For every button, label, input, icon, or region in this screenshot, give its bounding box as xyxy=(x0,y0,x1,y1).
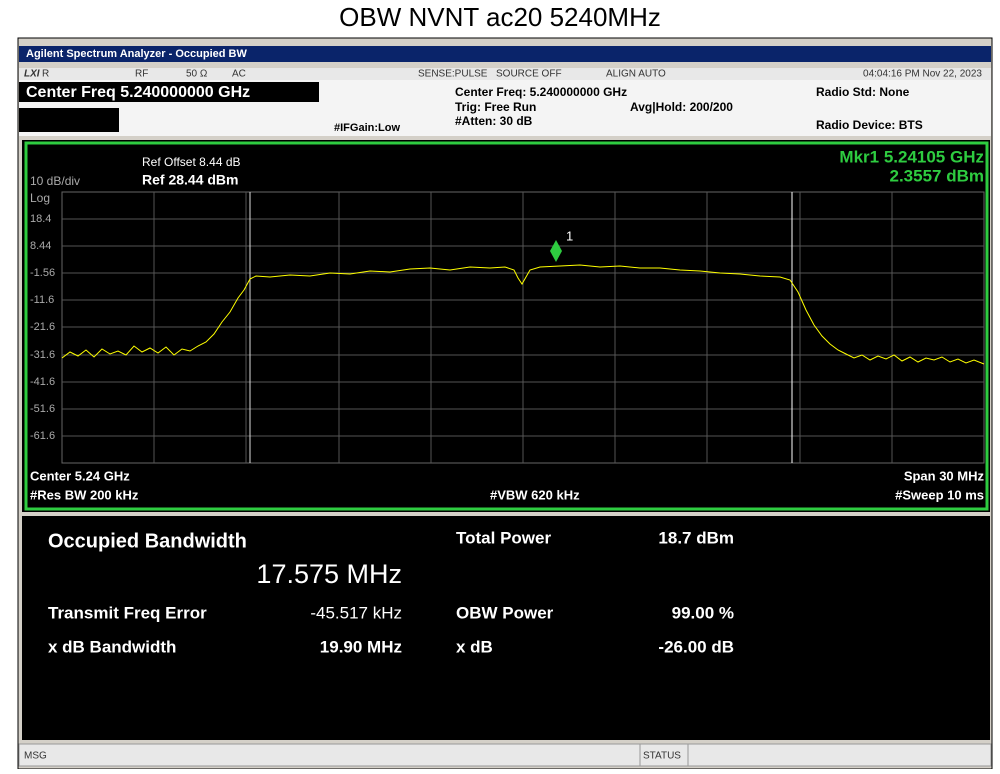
vbw: #VBW 620 kHz xyxy=(490,487,580,502)
avg-hold: Avg|Hold: 200/200 xyxy=(630,100,733,114)
xdb: -26.00 dB xyxy=(658,637,734,656)
center-freq-box xyxy=(19,82,319,102)
title-bar xyxy=(19,46,991,62)
msg: MSG xyxy=(24,751,47,762)
y-label: -1.56 xyxy=(30,267,55,279)
freq-error-label: Transmit Freq Error xyxy=(48,603,207,622)
source: SOURCE OFF xyxy=(496,69,562,80)
align: ALIGN AUTO xyxy=(606,69,666,80)
xdb-bw: 19.90 MHz xyxy=(320,637,402,656)
rf: RF xyxy=(135,69,148,80)
total-power-label: Total Power xyxy=(456,528,551,547)
center: Center 5.24 GHz xyxy=(30,468,130,483)
trace xyxy=(61,264,985,365)
window-title: Agilent Spectrum Analyzer - Occupied BW xyxy=(26,48,247,60)
status: STATUS xyxy=(643,751,681,762)
marker-label: Mkr1 5.24105 GHz xyxy=(839,147,984,166)
freq-error: -45.517 kHz xyxy=(310,603,402,622)
graph-bg xyxy=(22,140,990,512)
grid xyxy=(61,191,985,464)
log: Log xyxy=(30,191,50,205)
obw-value: 17.575 MHz xyxy=(256,559,402,589)
marker-value: 2.3557 dBm xyxy=(890,166,985,185)
xdb-label: x dB xyxy=(456,637,493,656)
y-label: -61.6 xyxy=(30,430,55,442)
impedance: 50 Ω xyxy=(186,69,208,80)
y-label: -11.6 xyxy=(30,294,54,306)
sweep: #Sweep 10 ms xyxy=(895,487,984,502)
marker xyxy=(550,240,562,262)
ref-level: Ref 28.44 dBm xyxy=(142,172,238,188)
span: Span 30 MHz xyxy=(904,468,985,483)
res-bw: #Res BW 200 kHz xyxy=(30,487,139,502)
results-panel xyxy=(22,516,990,740)
softkey-box xyxy=(19,108,119,132)
y-label: -31.6 xyxy=(30,349,55,361)
scale: 10 dB/div xyxy=(30,174,80,188)
status-row xyxy=(19,68,991,80)
y-label: 8.44 xyxy=(30,240,51,252)
page-title: OBW NVNT ac20 5240MHz xyxy=(339,2,661,32)
radio-std: Radio Std: None xyxy=(816,85,910,99)
footer xyxy=(18,743,992,767)
graph-border xyxy=(24,141,989,511)
marker-id: 1 xyxy=(566,228,573,243)
coupling: AC xyxy=(232,69,246,80)
atten: #Atten: 30 dB xyxy=(455,114,533,128)
y-label: -41.6 xyxy=(30,376,55,388)
y-label: -21.6 xyxy=(30,321,55,333)
ref-offset: Ref Offset 8.44 dB xyxy=(142,155,241,169)
r: R xyxy=(42,69,49,80)
trig: Trig: Free Run xyxy=(455,100,536,114)
xdb-bw-label: x dB Bandwidth xyxy=(48,637,176,656)
y-label: 18.4 xyxy=(30,213,51,225)
sense: SENSE:PULSE xyxy=(418,69,488,80)
obw-power-label: OBW Power xyxy=(456,603,554,622)
y-label: -51.6 xyxy=(30,403,55,415)
obw-label: Occupied Bandwidth xyxy=(48,530,247,552)
if-gain: #IFGain:Low xyxy=(334,122,400,134)
radio-device: Radio Device: BTS xyxy=(816,118,923,132)
obw-power: 99.00 % xyxy=(672,603,734,622)
datetime: 04:04:16 PM Nov 22, 2023 xyxy=(863,69,982,80)
center-freq: Center Freq 5.240000000 GHz xyxy=(26,84,250,101)
lxi: LXI xyxy=(24,69,40,80)
center-freq-small: Center Freq: 5.240000000 GHz xyxy=(455,85,627,99)
total-power: 18.7 dBm xyxy=(658,528,734,547)
